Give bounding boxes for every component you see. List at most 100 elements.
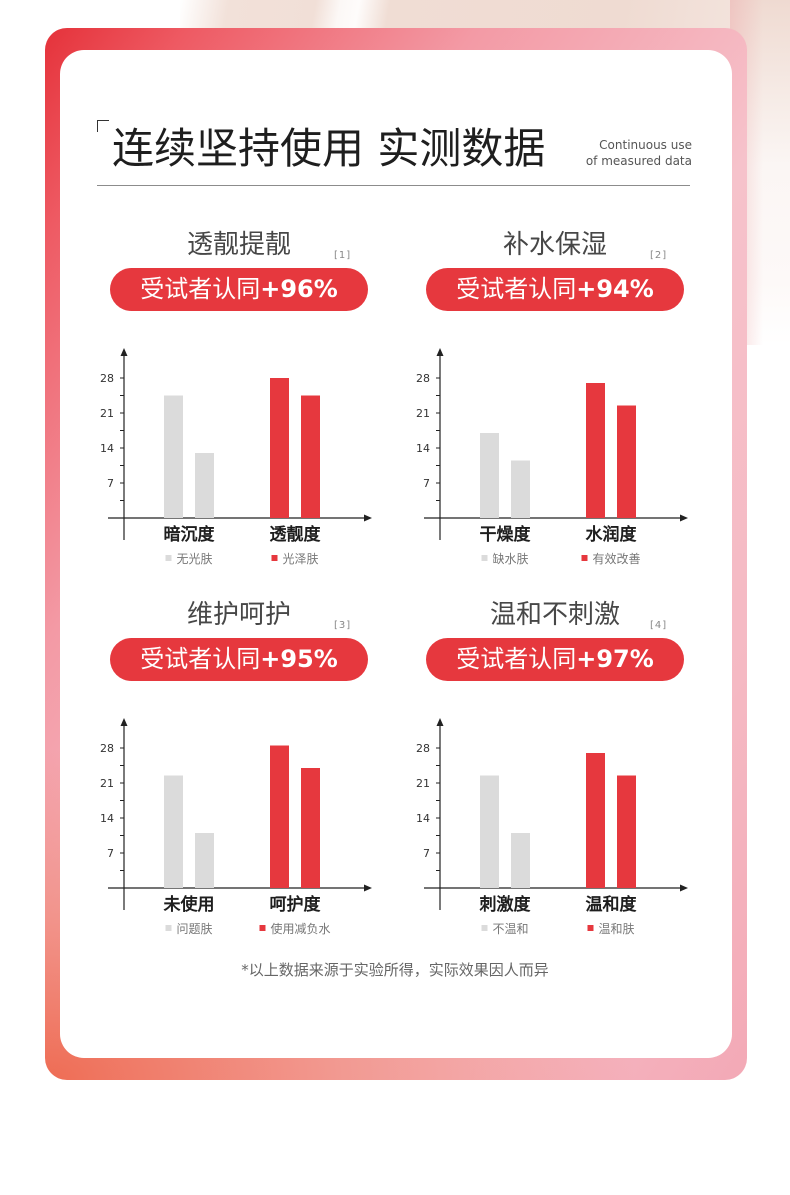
approval-percent: +96% xyxy=(260,275,338,303)
bar xyxy=(270,745,289,888)
legend-swatch xyxy=(165,925,172,931)
approval-badge: 受试者认同+97% xyxy=(426,638,684,681)
bar xyxy=(195,833,214,888)
approval-badge: 受试者认同+95% xyxy=(110,638,368,681)
y-tick-label: 28 xyxy=(100,372,114,385)
x-axis-arrow xyxy=(680,514,688,522)
category-label: 干燥度 xyxy=(480,524,532,545)
bar xyxy=(164,775,183,888)
bar xyxy=(480,775,499,888)
legend-swatch xyxy=(271,555,278,561)
y-tick-label: 21 xyxy=(416,407,430,420)
y-tick-label: 21 xyxy=(100,777,114,790)
legend-label: 不温和 xyxy=(492,922,528,936)
bar xyxy=(586,383,605,518)
category-label: 温和度 xyxy=(586,894,638,915)
panel-heading: 透靓提靓 xyxy=(186,230,291,260)
y-tick-label: 14 xyxy=(100,442,114,455)
x-axis-arrow xyxy=(364,884,372,892)
bar xyxy=(270,378,289,518)
approval-percent: +97% xyxy=(576,645,654,673)
y-tick-label: 7 xyxy=(107,477,114,490)
legend-swatch xyxy=(581,555,588,561)
legend-label: 有效改善 xyxy=(592,551,640,566)
approval-percent: +95% xyxy=(260,645,338,673)
bar xyxy=(195,453,214,518)
category-label: 未使用 xyxy=(163,894,215,915)
legend-label: 温和肤 xyxy=(598,921,634,936)
x-axis-arrow xyxy=(364,514,372,522)
legend-swatch xyxy=(165,555,172,561)
panel-heading: 补水保湿 xyxy=(502,230,607,260)
panel-brightening: 透靓提靓 [1] 受试者认同+96% 7 14 21 28 暗沉度无光肤 透靓度光泽肤 xyxy=(90,225,390,585)
approval-label: 受试者认同 xyxy=(456,275,577,303)
category-label: 透靓度 xyxy=(270,524,322,545)
approval-label: 受试者认同 xyxy=(140,275,261,303)
legend-swatch xyxy=(259,925,266,931)
y-tick-label: 21 xyxy=(100,407,114,420)
legend-label: 无光肤 xyxy=(176,551,212,566)
y-tick-label: 28 xyxy=(416,742,430,755)
bar xyxy=(301,768,320,888)
approval-label: 受试者认同 xyxy=(140,645,261,673)
title-divider xyxy=(97,185,690,186)
panel-care: 维护呵护 [3] 受试者认同+95% 7 14 21 28 未使用问题肤 呵护度使用减负水 xyxy=(90,595,390,955)
reference-note: [3] xyxy=(334,620,352,631)
y-tick-label: 14 xyxy=(416,812,430,825)
bar xyxy=(301,395,320,518)
category-label: 刺激度 xyxy=(480,894,532,915)
approval-badge: 受试者认同+94% xyxy=(426,268,684,311)
content-card xyxy=(60,50,732,1058)
page-title: 连续坚持使用 实测数据 xyxy=(112,124,546,173)
data-disclaimer: *以上数据来源于实验所得，实际效果因人而异 xyxy=(241,961,549,979)
y-axis-arrow xyxy=(120,348,128,356)
bar xyxy=(617,775,636,888)
reference-note: [1] xyxy=(334,250,352,261)
approval-label: 受试者认同 xyxy=(456,645,577,673)
english-subtitle: Continuous use of measured data xyxy=(540,137,692,169)
legend-swatch xyxy=(481,555,488,561)
y-axis-arrow xyxy=(436,718,444,726)
legend-label: 使用减负水 xyxy=(270,921,330,936)
approval-percent: +94% xyxy=(576,275,654,303)
y-tick-label: 7 xyxy=(423,847,430,860)
bar xyxy=(586,753,605,888)
legend-label: 问题肤 xyxy=(176,921,212,936)
category-label: 水润度 xyxy=(586,524,638,545)
category-label: 暗沉度 xyxy=(164,524,216,545)
x-axis-arrow xyxy=(680,884,688,892)
bar xyxy=(480,433,499,518)
panel-hydration: 补水保湿 [2] 受试者认同+94% 7 14 21 28 干燥度缺水肤 水润度有效改善 xyxy=(406,225,706,585)
legend-swatch xyxy=(587,925,594,931)
bar xyxy=(511,833,530,888)
panel-gentle: 温和不刺激 [4] 受试者认同+97% 7 14 21 28 刺激度不温和 温和度温和肤 xyxy=(406,595,706,955)
y-tick-label: 7 xyxy=(423,477,430,490)
y-tick-label: 28 xyxy=(100,742,114,755)
y-tick-label: 21 xyxy=(416,777,430,790)
y-tick-label: 14 xyxy=(100,812,114,825)
y-tick-label: 28 xyxy=(416,372,430,385)
legend-swatch xyxy=(481,925,488,931)
reference-note: [4] xyxy=(650,620,668,631)
reference-note: [2] xyxy=(650,250,668,261)
y-axis-arrow xyxy=(120,718,128,726)
panel-heading: 维护呵护 xyxy=(186,600,291,630)
legend-label: 光泽肤 xyxy=(282,551,318,566)
y-tick-label: 14 xyxy=(416,442,430,455)
category-label: 呵护度 xyxy=(270,894,322,915)
english-subtitle-line2: of measured data xyxy=(585,154,692,168)
english-subtitle-line1: Continuous use xyxy=(599,138,692,152)
bar xyxy=(617,405,636,518)
bar xyxy=(511,460,530,518)
corner-bracket-icon xyxy=(97,120,109,132)
panel-heading: 温和不刺激 xyxy=(489,600,620,630)
y-axis-arrow xyxy=(436,348,444,356)
legend-label: 缺水肤 xyxy=(492,551,528,566)
y-tick-label: 7 xyxy=(107,847,114,860)
approval-badge: 受试者认同+96% xyxy=(110,268,368,311)
bar xyxy=(164,395,183,518)
